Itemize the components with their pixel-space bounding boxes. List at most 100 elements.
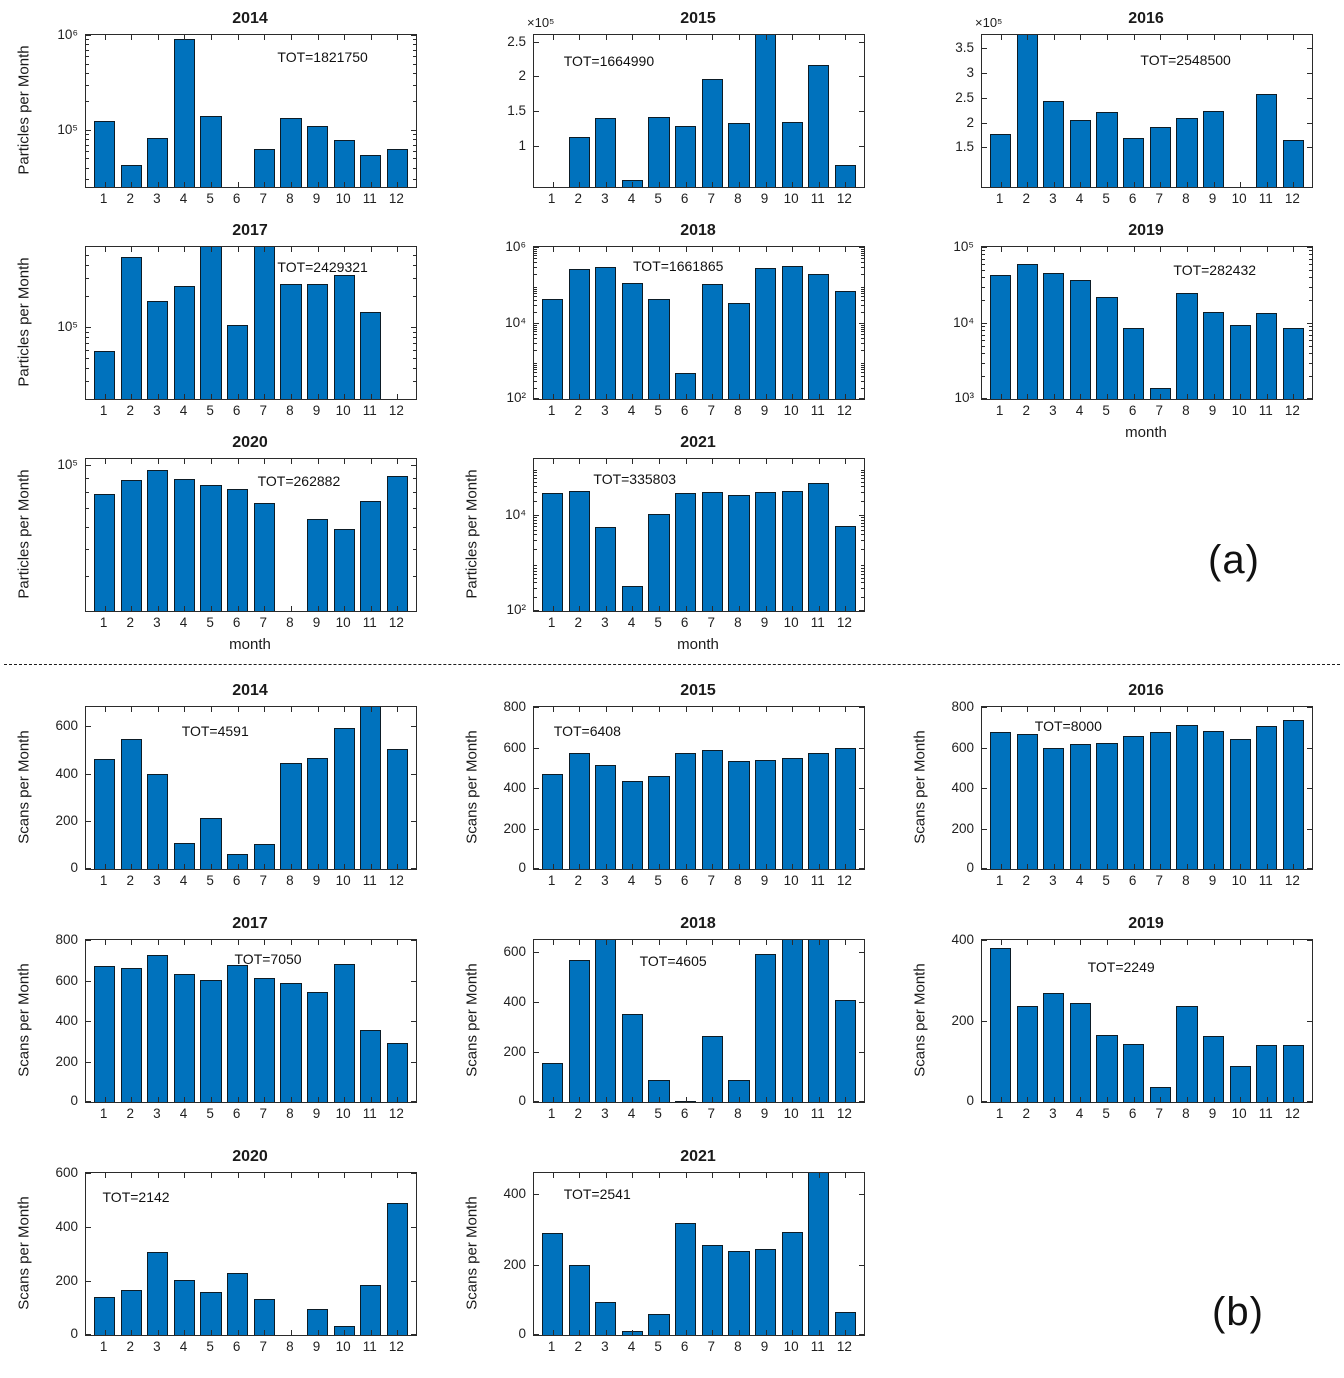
bar-month-2 xyxy=(568,491,590,611)
y-minor-tick xyxy=(861,567,864,569)
x-tick-mark xyxy=(579,606,581,611)
x-tick-mark xyxy=(397,606,399,611)
bar-month-2 xyxy=(120,1290,142,1335)
y-minor-tick xyxy=(982,277,985,279)
axis-exponent-label: ×10⁵ xyxy=(527,15,555,30)
bar-month-12 xyxy=(1282,719,1304,869)
x-tick-label: 6 xyxy=(680,403,689,418)
x-tick-mark xyxy=(738,182,740,187)
y-minor-tick xyxy=(534,334,537,336)
x-tick-mark xyxy=(659,606,661,611)
x-tick-mark xyxy=(370,394,372,399)
x-tick-mark xyxy=(1186,940,1188,945)
x-tick-mark xyxy=(131,606,133,611)
x-tick-mark xyxy=(290,1097,292,1102)
x-tick-label: 2 xyxy=(1022,1106,1030,1121)
x-tick-mark xyxy=(370,182,372,187)
y-minor-tick xyxy=(534,342,537,344)
x-tick-mark xyxy=(552,394,554,399)
x-tick-mark xyxy=(317,247,319,252)
x-tick-mark xyxy=(1000,247,1002,252)
y-tick-mark xyxy=(982,48,987,50)
x-tick-label: 3 xyxy=(153,1339,161,1354)
y-minor-tick xyxy=(861,534,864,536)
y-tick-mark xyxy=(982,940,987,941)
x-tick-mark xyxy=(344,606,346,611)
x-tick-mark xyxy=(104,864,106,869)
axis-exponent-label: ×10⁵ xyxy=(975,15,1003,30)
x-tick-mark xyxy=(659,1330,661,1335)
y-tick-label: 10⁵ xyxy=(57,319,78,335)
x-tick-mark xyxy=(264,864,266,869)
y-minor-tick xyxy=(861,304,864,306)
x-tick-mark xyxy=(845,182,847,187)
x-tick-label: 7 xyxy=(259,191,268,206)
x-tick-label: 9 xyxy=(760,191,769,206)
bar-month-12 xyxy=(386,1203,408,1335)
y-minor-tick xyxy=(534,376,537,378)
x-tick-mark xyxy=(659,35,661,40)
x-tick-mark xyxy=(818,707,820,712)
x-tick-label: 1 xyxy=(99,191,108,206)
y-tick-label: 0 xyxy=(70,1326,78,1341)
y-tick-mark xyxy=(534,707,539,708)
y-minor-tick xyxy=(413,84,416,86)
x-tick-label: 11 xyxy=(810,403,825,418)
y-minor-tick xyxy=(413,277,416,279)
y-tick-mark xyxy=(982,147,987,149)
y-minor-tick xyxy=(86,368,89,370)
x-tick-mark xyxy=(1000,707,1002,712)
chart-title: 2017 xyxy=(232,915,268,932)
x-tick-mark xyxy=(605,394,607,399)
chart-b-2014: 2014 Scans per Month 0 200 400 600 TOT=4591 1 2 3… xyxy=(0,680,448,913)
x-tick-mark xyxy=(397,35,399,40)
x-tick-mark xyxy=(579,182,581,187)
y-axis-label: Particles per Month xyxy=(463,469,481,599)
y-minor-tick xyxy=(413,331,416,333)
x-tick-label: 3 xyxy=(153,873,161,888)
x-tick-mark xyxy=(237,1173,239,1178)
x-tick-label: 5 xyxy=(654,191,662,206)
x-tick-mark xyxy=(1107,1097,1109,1102)
y-minor-tick xyxy=(861,300,864,302)
x-tick-mark xyxy=(397,1173,399,1178)
x-tick-mark xyxy=(264,1330,266,1335)
x-tick-label: 2 xyxy=(574,873,582,888)
plot-area: 0 200 400 600 800 TOT=7050 xyxy=(55,932,417,1108)
y-minor-tick xyxy=(861,472,864,474)
x-tick-mark xyxy=(738,459,740,464)
x-tick-label: 6 xyxy=(1128,191,1137,206)
x-tick-label: 9 xyxy=(312,191,321,206)
bar-month-11 xyxy=(360,312,382,399)
x-tick-mark xyxy=(1160,864,1162,869)
x-tick-mark xyxy=(184,394,186,399)
x-tick-mark xyxy=(552,707,554,712)
y-minor-tick xyxy=(534,469,537,471)
x-tick-mark xyxy=(685,459,687,464)
x-tick-label: 5 xyxy=(206,1106,214,1121)
bar-month-2 xyxy=(568,960,590,1102)
plot-area: 0 200 400 600 800 TOT=6408 xyxy=(503,699,865,875)
y-tick-mark xyxy=(1307,97,1312,99)
bar-month-9 xyxy=(1202,111,1225,187)
x-tick-label: 3 xyxy=(601,1106,609,1121)
x-tick-mark xyxy=(738,1173,740,1178)
x-tick-mark xyxy=(211,940,213,945)
x-tick-label: 1 xyxy=(99,403,108,418)
x-tick-mark xyxy=(211,182,213,187)
bar-month-8 xyxy=(728,1079,750,1102)
y-tick-label: 200 xyxy=(55,1273,78,1288)
total-annotation: TOT=2429321 xyxy=(277,259,368,276)
y-minor-tick xyxy=(534,258,537,260)
x-tick-mark xyxy=(1053,182,1055,187)
x-tick-label: 9 xyxy=(312,615,321,630)
x-tick-mark xyxy=(131,1097,133,1102)
x-tick-label: 4 xyxy=(179,191,188,206)
x-tick-mark xyxy=(1133,1097,1135,1102)
total-annotation: TOT=282432 xyxy=(1173,262,1257,279)
x-tick-mark xyxy=(765,394,767,399)
x-tick-label: 5 xyxy=(1102,1106,1110,1121)
x-tick-label: 2 xyxy=(574,403,582,418)
y-minor-tick xyxy=(86,179,89,181)
x-tick-mark xyxy=(1293,247,1295,252)
